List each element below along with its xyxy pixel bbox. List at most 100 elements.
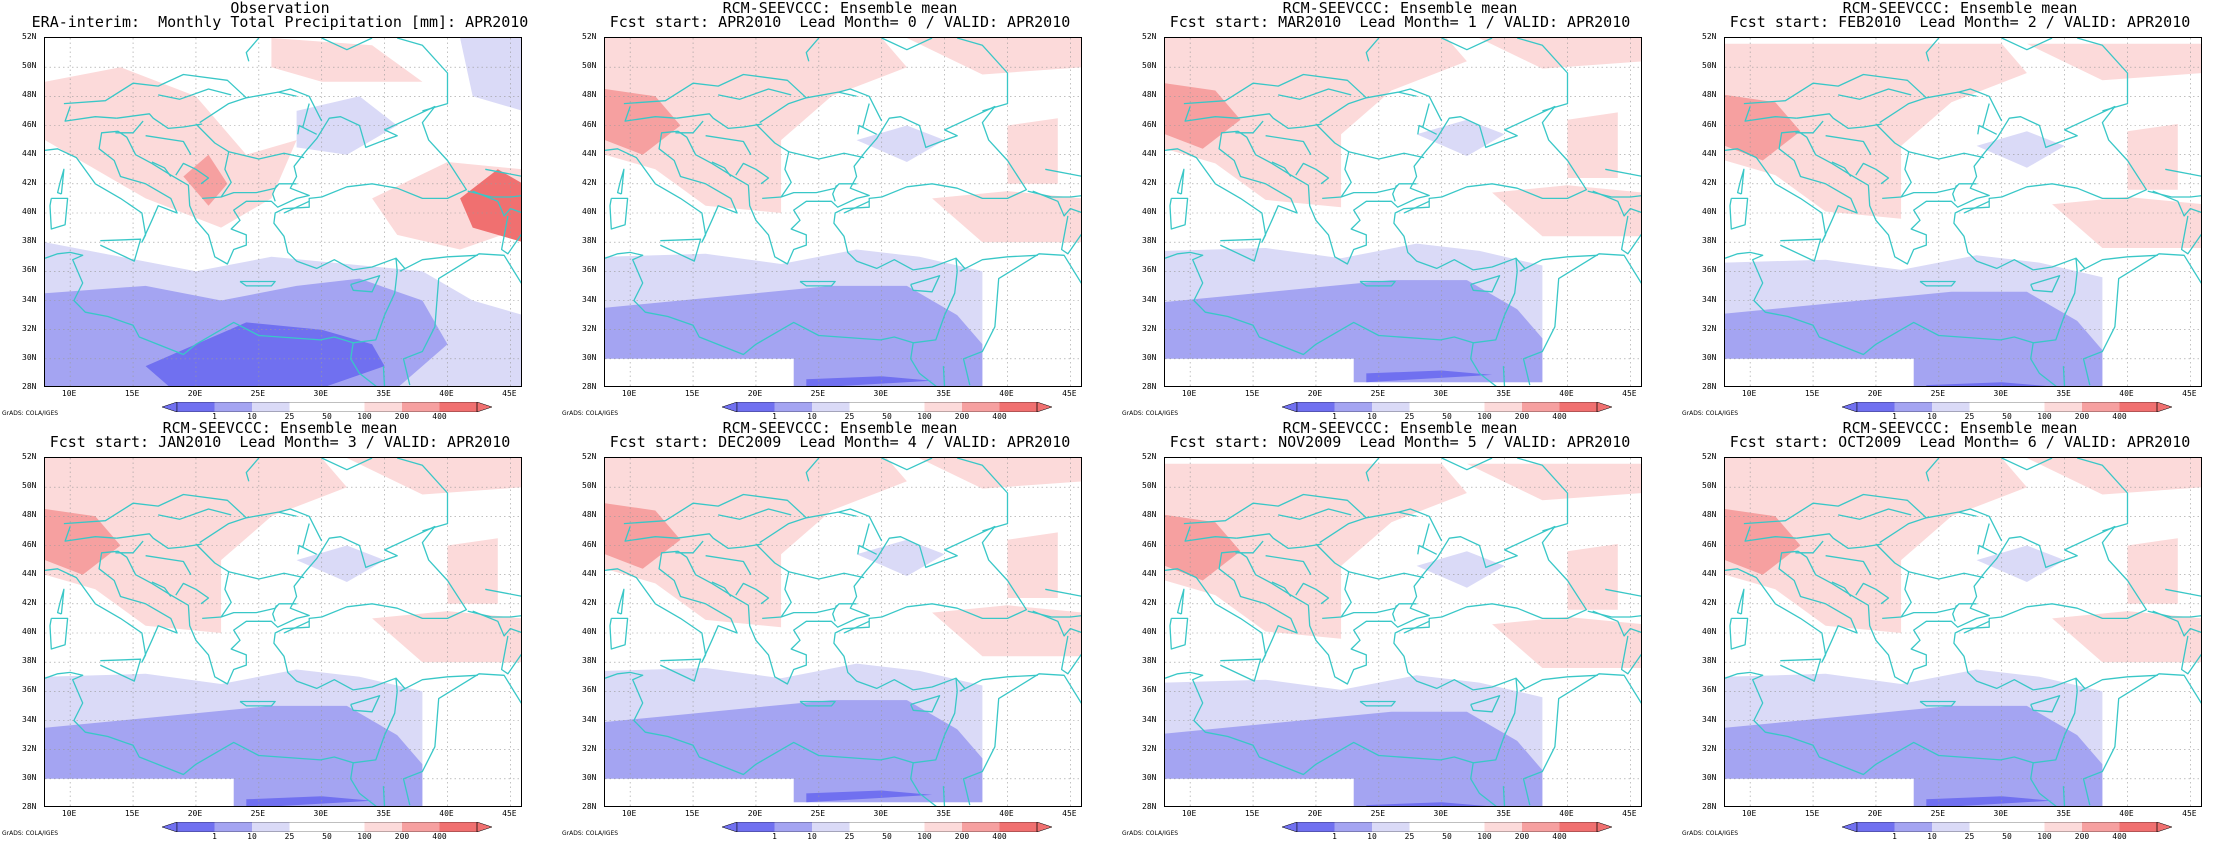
- lon-tick-label: 40E: [439, 389, 454, 398]
- coastline: [158, 508, 232, 520]
- coastline: [1032, 610, 1081, 637]
- coastline: [245, 38, 260, 62]
- colorbar: [162, 822, 492, 832]
- lat-tick-label: 28N: [582, 382, 597, 391]
- coastline: [1236, 113, 1323, 130]
- lat-tick-label: 44N: [22, 568, 37, 578]
- lat-tick-label: 42N: [1142, 177, 1157, 187]
- coastline: [63, 493, 323, 542]
- lat-tick-label: 38N: [582, 656, 597, 666]
- precip-region-pos-1: [1492, 185, 1641, 237]
- coastline: [115, 120, 144, 134]
- coastline: [799, 280, 836, 287]
- precip-region-pos-1: [1007, 532, 1058, 598]
- lat-tick-label: 38N: [1702, 656, 1717, 666]
- lat-tick-label: 42N: [1142, 597, 1157, 607]
- colorbar-segment: [2082, 402, 2120, 412]
- coastline: [1235, 120, 1264, 134]
- coastline: [1515, 257, 1526, 269]
- colorbar-segment: [402, 822, 440, 832]
- lon-tick-label: 20E: [747, 389, 763, 398]
- precip-region-neg-3: [246, 796, 373, 806]
- coastline: [1725, 105, 2148, 356]
- coastline: [297, 544, 317, 555]
- precip-region-pos-2: [1725, 94, 1801, 161]
- coastline: [1236, 533, 1323, 550]
- coastline: [1620, 215, 1641, 255]
- colorbar-segment: [1409, 822, 1447, 832]
- coastline: [2180, 635, 2201, 675]
- coastline: [402, 253, 521, 386]
- panel-subtitle: Fcst start: APR2010 Lead Month= 0 / VALI…: [609, 13, 1071, 31]
- coastline: [2165, 588, 2201, 597]
- lat-tick-label: 52N: [1142, 452, 1157, 461]
- colorbar-segment: [2007, 402, 2045, 412]
- coastline: [711, 581, 732, 597]
- coastline: [1392, 185, 1398, 202]
- lat-tick-label: 48N: [582, 90, 597, 100]
- precip-region-neg-1: [1416, 119, 1505, 157]
- lat-tick-label: 48N: [582, 510, 597, 520]
- coastline: [1957, 511, 1977, 517]
- coastline: [2147, 610, 2201, 618]
- lat-tick-label: 32N: [582, 323, 597, 333]
- colorbar-tick-label: 25: [1404, 412, 1415, 421]
- precip-region-neg-2: [1165, 280, 1543, 383]
- colorbar-segment: [1334, 402, 1372, 412]
- precip-region-white: [605, 358, 794, 386]
- colorbar-tick-label: 10: [807, 832, 817, 841]
- coastline: [1176, 588, 1185, 615]
- lon-tick-label: 45E: [1622, 389, 1637, 398]
- coastline: [228, 571, 305, 580]
- colorbar-segment: [2044, 402, 2082, 412]
- coastline: [151, 581, 172, 597]
- lat-tick-label: 28N: [1142, 802, 1157, 811]
- lat-tick-label: 34N: [1142, 294, 1157, 304]
- coastline: [1587, 190, 1641, 198]
- lon-tick-label: 15E: [1244, 809, 1260, 818]
- lat-tick-label: 46N: [582, 539, 597, 549]
- colorbar-tick-label: 50: [1442, 412, 1452, 421]
- coastline: [1295, 582, 1330, 605]
- panel-title: RCM-SEEVCCC: Ensemble mean: [1282, 0, 1518, 17]
- coastline: [1184, 526, 1237, 542]
- precip-region-pos-1: [2026, 458, 2201, 495]
- coastline: [962, 673, 1081, 806]
- colorbar-segment: [1297, 822, 1335, 832]
- colorbar-tick-label: 50: [322, 412, 332, 421]
- grads-credit: GrADS: COLA/IGES: [1122, 410, 1179, 417]
- coastline: [2075, 677, 2086, 689]
- coastline: [857, 124, 877, 135]
- coastline: [1422, 103, 1430, 128]
- coastline: [660, 658, 702, 682]
- lat-tick-label: 52N: [22, 452, 37, 461]
- coastline: [1879, 97, 1927, 124]
- colorbar-low-arrow: [722, 402, 738, 412]
- lat-tick-label: 32N: [1142, 323, 1157, 333]
- lat-tick-label: 40N: [1702, 207, 1717, 216]
- lat-tick-label: 34N: [582, 294, 597, 304]
- grads-credit: GrADS: COLA/IGES: [2, 410, 59, 417]
- panel-title: RCM-SEEVCCC: Ensemble mean: [162, 419, 398, 437]
- coastline: [2180, 215, 2201, 255]
- precip-region-pos-1: [1165, 38, 1467, 208]
- coastline: [759, 97, 807, 124]
- coastline: [500, 215, 521, 255]
- lon-tick-label: 45E: [2182, 389, 2197, 398]
- lat-tick-label: 46N: [1702, 539, 1717, 549]
- coastline: [1165, 105, 1588, 356]
- coastline: [1780, 658, 1822, 682]
- lat-tick-label: 34N: [582, 714, 597, 724]
- colorbar-segment: [999, 822, 1037, 832]
- coastline: [485, 588, 521, 597]
- coastline: [735, 162, 770, 185]
- lat-tick-label: 44N: [1702, 148, 1717, 158]
- coastline: [1919, 700, 1956, 707]
- coastline: [272, 605, 278, 622]
- precip-region-neg-2: [605, 700, 983, 803]
- colorbar-segment: [1372, 822, 1410, 832]
- coastline: [955, 257, 966, 269]
- coastline: [2062, 366, 2066, 386]
- colorbar-segment: [2082, 822, 2120, 832]
- lat-tick-label: 32N: [582, 743, 597, 753]
